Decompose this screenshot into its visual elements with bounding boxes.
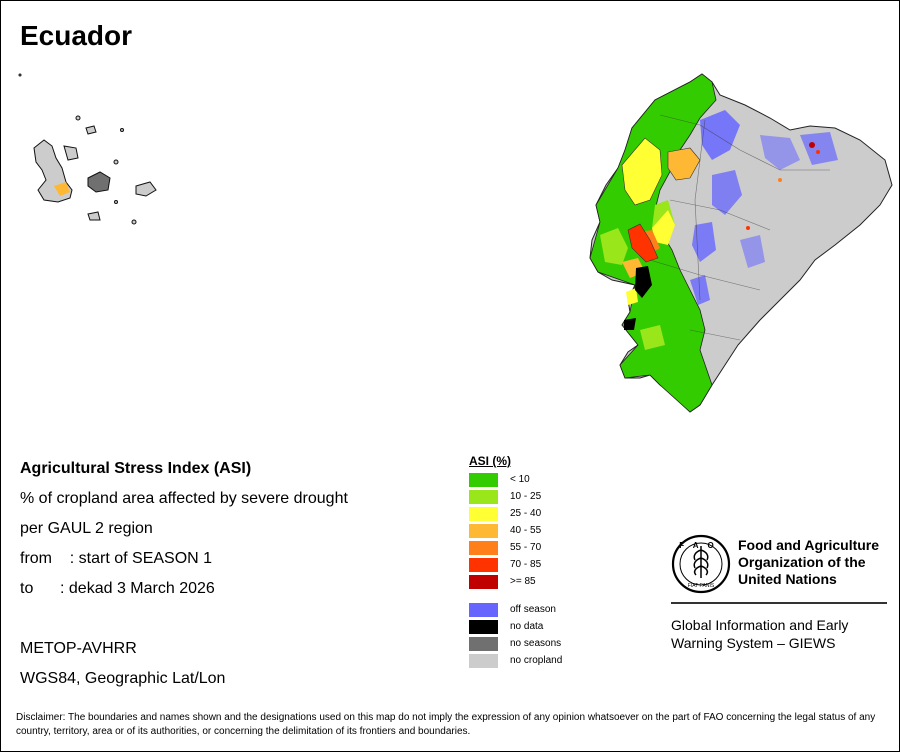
region-off-season [800,132,838,165]
legend-label: no cropland [510,655,563,666]
legend-label: 40 - 55 [510,525,542,536]
legend-label: 55 - 70 [510,542,542,553]
legend-label: 25 - 40 [510,508,542,519]
region-asi-10-25 [640,325,665,350]
region-asi-25-40 [652,210,675,245]
region-no-data [635,266,652,298]
legend-swatch [469,473,498,487]
region-asi-10-25 [600,228,628,265]
region-off-season [712,170,742,215]
region-off-season [700,110,740,160]
legend-swatch [469,575,498,589]
legend-swatch [469,620,498,634]
fao-logo-motto: FIAT PANIS [688,583,715,589]
legend-label: no seasons [510,638,562,649]
legend-swatch [469,541,498,555]
giews-line-1: Global Information and Early [671,617,849,633]
disclaimer: Disclaimer: The boundaries and names sho… [16,712,876,737]
region-asi-25-40 [621,137,663,206]
region-off-season [692,222,716,262]
giews-line-2: Warning System – GIEWS [671,635,836,651]
period-to: to : dekad 3 March 2026 [20,580,215,597]
ecuador-map [18,73,893,413]
legend-label: off season [510,604,556,615]
legend-swatch [469,507,498,521]
asi-description-1: % of cropland area affected by severe dr… [20,490,348,507]
galapagos-islands [18,73,157,225]
region-off-season [740,235,765,268]
hotspot [778,178,782,182]
hotspot [816,150,820,154]
divider [671,602,887,604]
org-name-line-2: Organization of the [738,554,866,570]
hotspot [746,226,750,230]
giews-name: Global Information and Early Warning Sys… [671,616,891,652]
region-asi-40-55 [667,147,701,181]
region-off-season [760,135,800,170]
org-name-line-1: Food and Agriculture [738,537,880,553]
legend-label: 10 - 25 [510,491,542,502]
map-title: Ecuador [20,20,133,51]
organization-name: Food and Agriculture Organization of the… [738,537,898,588]
sensor-name: METOP-AVHRR [20,640,137,657]
projection-info: WGS84, Geographic Lat/Lon [20,670,226,687]
region-no-data [624,318,636,330]
fao-logo-letters: FAO [679,541,722,550]
org-name-line-3: United Nations [738,571,837,587]
region-asi-70-85 [627,223,659,263]
legend-label: 70 - 85 [510,559,542,570]
legend-swatch [469,558,498,572]
hotspot [809,142,815,148]
region-asi-25-40 [626,288,638,305]
region-off-season [690,275,710,305]
galapagos-asi-patch [54,182,70,196]
legend-swatch [469,637,498,651]
legend-title: ASI (%) [469,454,511,468]
legend-label: >= 85 [510,576,536,587]
fao-logo-icon: FAO FIAT PANIS [671,534,731,594]
asi-description-2: per GAUL 2 region [20,520,153,537]
legend-label: < 10 [510,474,530,485]
legend-swatch [469,654,498,668]
legend-swatch [469,490,498,504]
asi-heading: Agricultural Stress Index (ASI) [20,460,252,477]
period-from: from : start of SEASON 1 [20,550,213,567]
legend-label: no data [510,621,544,632]
region-borders [649,114,830,341]
legend-swatch [469,603,498,617]
legend-swatch [469,524,498,538]
